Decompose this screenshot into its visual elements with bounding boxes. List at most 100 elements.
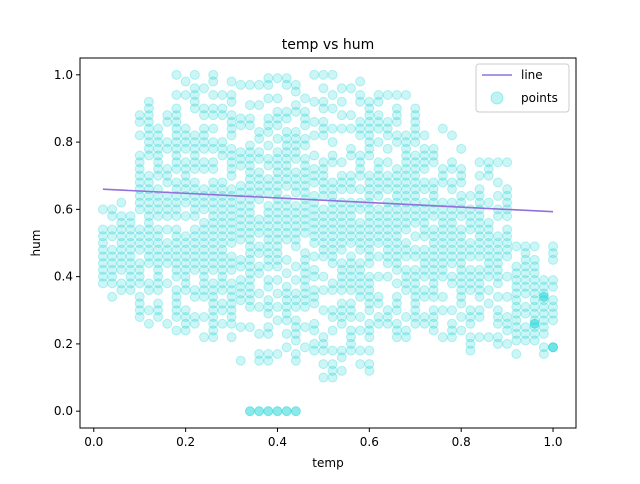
scatter-point [134, 231, 145, 242]
scatter-point [538, 291, 549, 302]
scatter-point [281, 133, 292, 144]
scatter-point [226, 298, 237, 309]
scatter-point [162, 116, 173, 127]
scatter-point [171, 90, 182, 100]
scatter-point [162, 258, 173, 269]
scatter-point [492, 278, 503, 289]
scatter-point [153, 164, 164, 174]
scatter-point [327, 258, 338, 269]
scatter-point [327, 150, 338, 161]
scatter-point [143, 318, 154, 329]
scatter-point [153, 170, 164, 181]
scatter-point [290, 86, 301, 97]
scatter-point [520, 268, 531, 279]
scatter-point [134, 197, 145, 208]
scatter-point [162, 204, 173, 215]
scatter-point [492, 291, 503, 302]
scatter-point [263, 406, 274, 417]
scatter-point [456, 291, 467, 302]
scatter-point [483, 251, 494, 262]
scatter-point [345, 150, 356, 161]
scatter-point [364, 285, 375, 296]
legend-label-points: points [521, 91, 558, 105]
scatter-point [511, 322, 522, 333]
scatter-point [254, 328, 265, 339]
scatter-point [492, 251, 503, 262]
scatter-point [428, 258, 439, 269]
scatter-point [391, 244, 402, 255]
scatter-point [272, 214, 283, 225]
scatter-point [162, 164, 173, 174]
scatter-point [345, 184, 356, 195]
scatter-point [345, 298, 356, 309]
scatter-point [474, 211, 485, 222]
scatter-point [235, 194, 246, 205]
scatter-point [492, 271, 503, 282]
scatter-point [483, 157, 494, 168]
scatter-point [502, 157, 513, 168]
scatter-point [419, 217, 430, 228]
scatter-point [244, 288, 255, 299]
scatter-point [226, 157, 237, 168]
scatter-point [199, 157, 209, 168]
scatter-point [548, 342, 559, 353]
scatter-point [134, 271, 145, 282]
scatter-point [548, 248, 559, 259]
scatter-point [281, 214, 292, 225]
scatter-point [391, 116, 402, 127]
scatter-point [548, 308, 559, 319]
scatter-point [345, 285, 356, 296]
scatter-point [244, 322, 255, 333]
scatter-point [217, 251, 228, 262]
scatter-point [263, 261, 274, 272]
scatter-point [235, 295, 246, 306]
scatter-point [143, 305, 154, 316]
scatter-point [208, 103, 219, 114]
scatter-point [364, 359, 375, 370]
scatter-point [355, 157, 366, 168]
scatter-point [410, 264, 421, 275]
scatter-point [272, 227, 283, 238]
scatter-point [502, 338, 513, 349]
scatter-point [134, 312, 145, 322]
scatter-point [401, 184, 412, 195]
scatter-point [290, 147, 301, 158]
scatter-point [300, 180, 311, 191]
scatter-point [502, 231, 513, 242]
scatter-point [180, 164, 191, 174]
scatter-point [548, 254, 559, 265]
scatter-point [474, 332, 485, 343]
scatter-point [189, 264, 200, 275]
scatter-point [263, 295, 274, 306]
scatter-point [199, 130, 209, 141]
scatter-point [492, 258, 503, 269]
scatter-point [345, 177, 356, 188]
scatter-point [134, 110, 145, 121]
scatter-point [281, 234, 292, 245]
scatter-point [492, 211, 503, 222]
scatter-point [116, 258, 127, 269]
scatter-point [373, 224, 384, 235]
scatter-point [410, 116, 421, 127]
scatter-point [290, 174, 301, 185]
scatter-point [180, 271, 191, 282]
y-tick-label: 0.4 [54, 270, 73, 284]
scatter-point [336, 170, 347, 181]
scatter-point [116, 197, 127, 208]
scatter-point [134, 157, 145, 168]
scatter-point [300, 288, 311, 299]
scatter-point [171, 251, 182, 262]
scatter-point [300, 248, 311, 259]
scatter-point [199, 137, 209, 148]
scatter-point [529, 295, 540, 306]
scatter-point [483, 298, 494, 309]
scatter-point [97, 238, 108, 248]
scatter-point [189, 238, 200, 248]
scatter-point [281, 281, 292, 292]
scatter-point [263, 355, 274, 366]
scatter-point [153, 305, 164, 316]
plot-frame [79, 57, 577, 429]
scatter-point [548, 295, 559, 306]
scatter-point [456, 251, 467, 262]
scatter-point [447, 217, 457, 228]
